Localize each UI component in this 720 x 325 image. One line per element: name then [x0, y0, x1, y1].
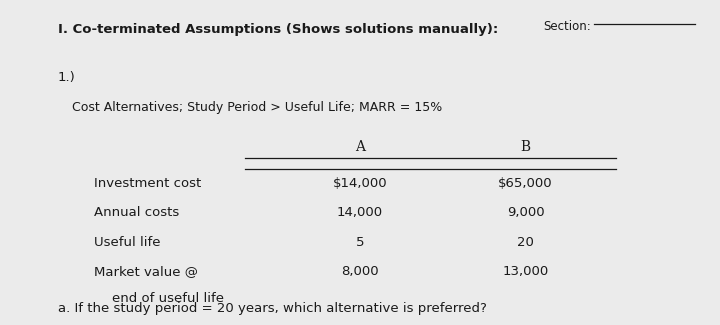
Text: Cost Alternatives; Study Period > Useful Life; MARR = 15%: Cost Alternatives; Study Period > Useful…: [72, 101, 442, 114]
Text: 20: 20: [517, 236, 534, 249]
Text: 8,000: 8,000: [341, 265, 379, 278]
Text: Section:: Section:: [544, 20, 591, 32]
Text: 5: 5: [356, 236, 364, 249]
Text: end of useful life: end of useful life: [112, 292, 224, 306]
Text: 1.): 1.): [58, 72, 76, 84]
Text: Annual costs: Annual costs: [94, 206, 179, 219]
Text: $14,000: $14,000: [333, 177, 387, 190]
Text: 14,000: 14,000: [337, 206, 383, 219]
Text: A: A: [355, 140, 365, 154]
Text: I. Co-terminated Assumptions (Shows solutions manually):: I. Co-terminated Assumptions (Shows solu…: [58, 23, 498, 36]
Text: 13,000: 13,000: [503, 265, 549, 278]
Text: Useful life: Useful life: [94, 236, 160, 249]
Text: Market value @: Market value @: [94, 265, 197, 278]
Text: a. If the study period = 20 years, which alternative is preferred?: a. If the study period = 20 years, which…: [58, 302, 487, 315]
Text: $65,000: $65,000: [498, 177, 553, 190]
Text: Investment cost: Investment cost: [94, 177, 201, 190]
Text: 9,000: 9,000: [507, 206, 544, 219]
Text: B: B: [521, 140, 531, 154]
